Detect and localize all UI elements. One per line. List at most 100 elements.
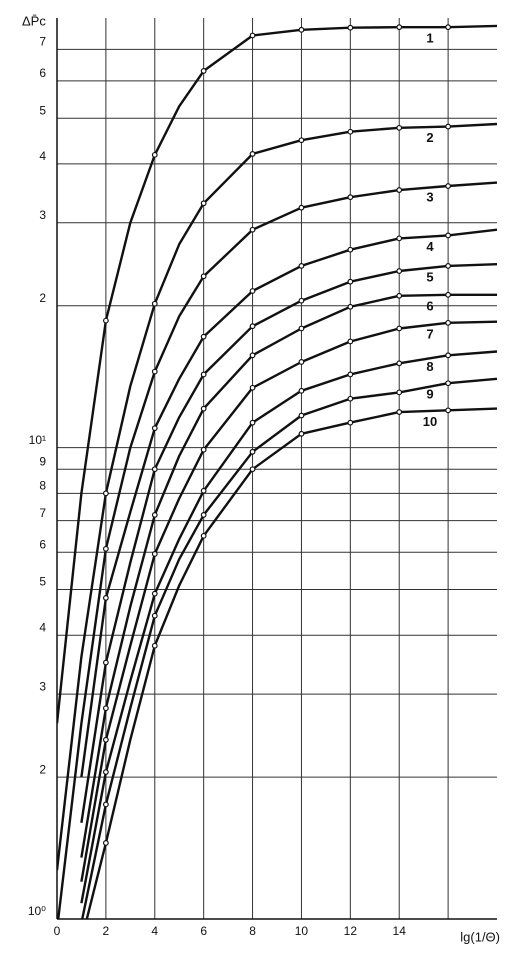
data-point [298, 137, 305, 144]
data-point [102, 545, 109, 552]
y-tick-label: 4 [39, 620, 46, 634]
y-tick-label: 2 [39, 762, 46, 776]
data-point [102, 659, 109, 666]
data-point [298, 297, 305, 304]
data-point [347, 128, 354, 135]
grid [56, 18, 497, 920]
data-point [396, 409, 403, 415]
data-point [249, 226, 256, 233]
data-point [102, 736, 109, 743]
y-tick-label: 6 [39, 66, 46, 80]
curve-label: 8 [426, 359, 433, 374]
x-tick-label: 2 [103, 924, 110, 938]
data-point [151, 612, 158, 619]
data-point [347, 24, 354, 31]
curve [80, 263, 498, 823]
data-point [347, 303, 354, 310]
data-point [396, 235, 403, 242]
data-point [151, 368, 158, 375]
data-point [102, 595, 109, 601]
curve-label: 5 [426, 269, 433, 284]
y-tick-label: 10¹ [29, 433, 46, 447]
data-point [396, 292, 403, 299]
data-point [249, 323, 256, 330]
data-point [347, 278, 354, 285]
data-point [249, 384, 256, 391]
data-point [445, 263, 452, 269]
data-point [298, 26, 305, 33]
y-tick-label: 5 [39, 103, 46, 117]
y-tick-label: 10⁰ [28, 904, 46, 918]
data-point [102, 490, 109, 497]
data-point [298, 263, 305, 269]
x-tick-label: 6 [200, 924, 207, 938]
data-point [151, 551, 158, 557]
data-point [200, 512, 207, 518]
data-point [298, 430, 305, 437]
data-point [396, 124, 403, 131]
data-point [200, 200, 207, 207]
y-axis-label: ΔP̄c [22, 13, 46, 28]
data-point [102, 801, 109, 808]
data-point [298, 387, 305, 394]
data-point [347, 246, 354, 253]
data-point [200, 273, 207, 280]
data-point [102, 705, 109, 712]
data-point [445, 352, 452, 359]
data-point [151, 512, 158, 518]
data-point [396, 325, 403, 332]
data-point [200, 333, 207, 340]
curve-label: 9 [426, 387, 433, 402]
curve-label: 2 [426, 130, 433, 145]
data-point [445, 291, 452, 298]
data-point [445, 232, 452, 239]
data-point [445, 380, 452, 387]
x-tick-label: 10 [295, 924, 309, 938]
data-point [249, 466, 256, 473]
data-point [347, 194, 354, 201]
data-point [445, 123, 452, 130]
curve [80, 293, 497, 858]
y-tick-label: 6 [39, 537, 46, 551]
curve [80, 320, 498, 882]
x-tick-label: 8 [249, 924, 256, 938]
data-point [249, 352, 256, 359]
data-point [298, 325, 305, 332]
data-point [396, 187, 403, 193]
data-point [445, 24, 452, 31]
data-point [298, 359, 305, 365]
x-tick-label: 4 [151, 924, 158, 938]
curve-label: 1 [426, 31, 433, 46]
curve [81, 377, 498, 919]
data-point [445, 407, 452, 414]
data-point [200, 371, 207, 378]
data-point [200, 487, 207, 494]
curve [80, 350, 498, 904]
data-point [151, 151, 158, 158]
data-point [151, 425, 158, 432]
data-point [298, 412, 305, 419]
data-point [347, 395, 354, 402]
data-point [249, 32, 256, 39]
curve [80, 228, 498, 778]
data-point [396, 24, 403, 31]
y-tick-label: 3 [39, 208, 46, 222]
data-point [249, 150, 256, 157]
data-point [102, 317, 109, 324]
data-point [347, 338, 354, 345]
data-point [200, 68, 207, 74]
data-point [396, 360, 403, 367]
data-point [347, 419, 354, 426]
data-point [151, 590, 158, 597]
data-point [445, 319, 452, 326]
curves [57, 24, 498, 919]
curve-label: 3 [426, 189, 433, 204]
data-point [102, 840, 109, 846]
curve-label: 10 [423, 414, 437, 429]
y-tick-label: 2 [39, 291, 46, 305]
curve-label: 6 [426, 298, 433, 313]
data-point [200, 532, 207, 539]
data-point [151, 466, 158, 473]
x-tick-label: 0 [54, 924, 61, 938]
